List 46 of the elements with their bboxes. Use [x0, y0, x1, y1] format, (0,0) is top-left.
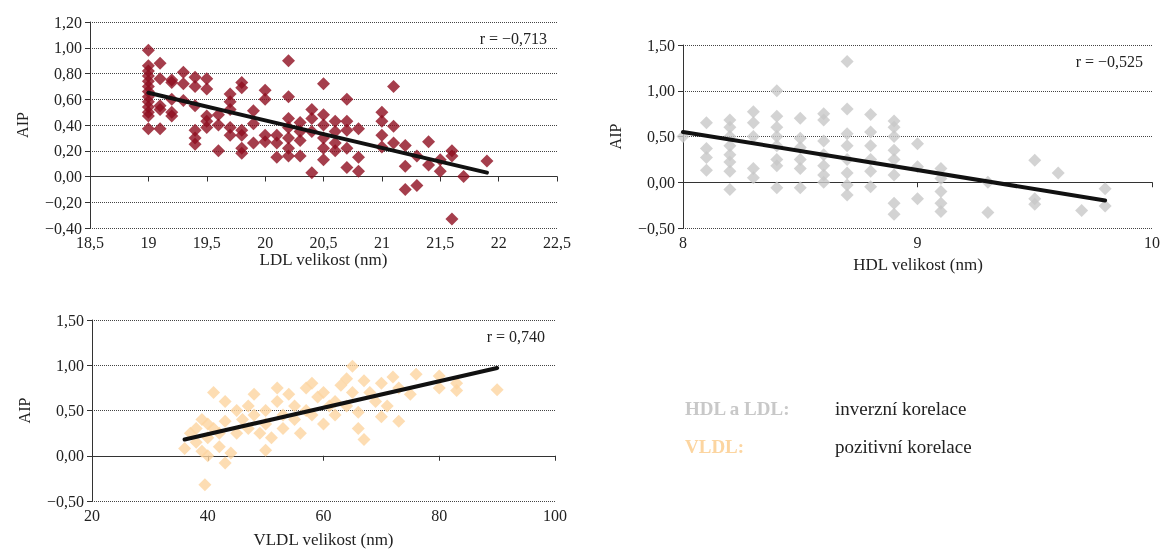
y-tick-label: 0,60: [54, 90, 82, 108]
x-tick-label: 19,5: [192, 233, 221, 251]
x-tick-label: 60: [315, 506, 332, 524]
x-tick-label: 8: [679, 233, 687, 251]
x-tick-label: 20: [257, 233, 274, 251]
y-tick-label: 1,00: [54, 39, 82, 57]
x-tick-label: 21,5: [426, 233, 455, 251]
y-tick-label: 1,00: [56, 356, 84, 374]
x-tick-label: 9: [913, 233, 922, 251]
x-tick-label: 10: [1144, 233, 1160, 251]
y-tick-label: 1,00: [647, 82, 675, 100]
y-tick-label: 0,40: [54, 116, 82, 134]
y-tick-label: 0,00: [647, 173, 675, 191]
annotation: r = 0,740: [486, 327, 546, 345]
y-tick-label: 1,50: [56, 311, 84, 329]
y-tick-label: −0,20: [44, 193, 82, 211]
x-tick-label: 21: [373, 233, 390, 251]
x-tick-label: 100: [543, 506, 567, 524]
x-axis-title: VLDL velikost (nm): [252, 530, 395, 550]
y-axis-title: AIP: [606, 123, 624, 150]
y-tick-label: −0,50: [637, 219, 675, 237]
y-tick-label: 0,50: [647, 128, 675, 145]
y-tick-label: 1,20: [54, 13, 82, 31]
x-axis-title: LDL velikost (nm): [258, 250, 389, 270]
y-axis-title: AIP: [13, 112, 31, 138]
y-tick-label: 0,20: [54, 142, 82, 160]
y-tick-label: 0,00: [54, 168, 82, 185]
text: inverzní korelace: [835, 398, 967, 420]
x-axis-title: HDL velikost (nm): [852, 255, 984, 275]
y-axis-title: AIP: [15, 397, 33, 424]
x-tick-label: 19: [140, 233, 157, 251]
text: VLDL:: [685, 436, 745, 458]
y-tick-label: −0,50: [46, 492, 84, 510]
annotation: r = −0,713: [479, 29, 547, 47]
y-tick-label: 0,80: [54, 65, 82, 82]
x-tick-label: 22: [490, 233, 507, 251]
annotation: r = −0,525: [1075, 52, 1143, 70]
x-tick-label: 80: [431, 506, 448, 524]
y-tick-label: 1,50: [647, 36, 675, 54]
x-tick-label: 20,5: [309, 233, 338, 251]
x-tick-label: 40: [199, 506, 216, 524]
x-tick-label: 20: [84, 506, 100, 524]
y-tick-label: 0,00: [56, 447, 84, 465]
text: pozitivní korelace: [835, 436, 972, 458]
x-tick-label: 22,5: [543, 233, 571, 251]
y-tick-label: 0,50: [56, 402, 84, 419]
